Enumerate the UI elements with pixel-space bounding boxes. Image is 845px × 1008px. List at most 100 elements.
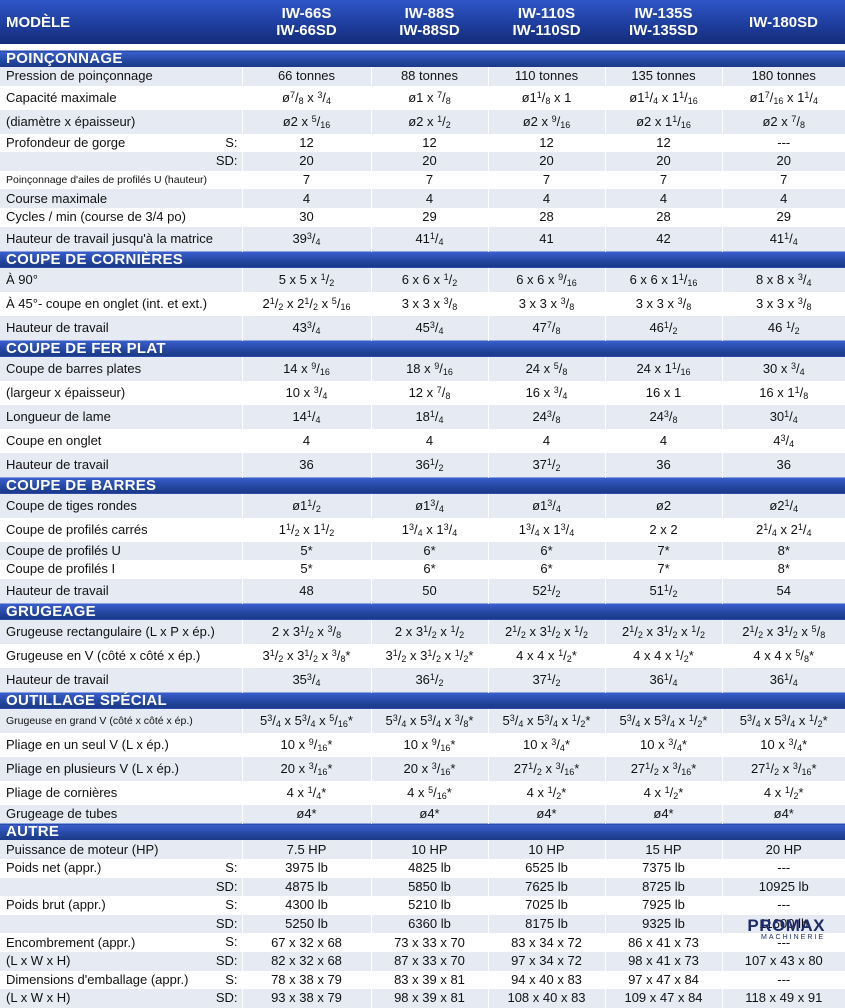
row-label: Poids net (appr.) S: <box>0 859 242 878</box>
table-row: SD: 5250 lb 6360 lb 8175 lb 9325 lb 11600 lb <box>0 914 845 934</box>
spec-value: 8* <box>721 560 845 579</box>
table-row: Pression de poinçonnage 66 tonnes 88 tonne… <box>0 67 845 86</box>
spec-value: 271/2 x 3/16* <box>487 756 605 781</box>
spec-value: 21/2 x 31/2 x 1/2 <box>487 619 605 644</box>
table-row: Coupe de barres plates 14 x 9/16 18 x 9/16… <box>0 356 845 381</box>
spec-value: 98 x 41 x 73 <box>604 951 722 971</box>
spec-value: 83 x 39 x 81 <box>370 970 488 990</box>
spec-value: 2 x 31/2 x 3/8 <box>241 619 371 644</box>
spec-value: 36 <box>604 452 722 478</box>
table-row: SD: 4875 lb 5850 lb 7625 lb 8725 lb 10925 lb <box>0 877 845 897</box>
spec-value: ø11/8 x 1 <box>487 85 605 110</box>
spec-value: 16 x 11/8 <box>721 380 845 405</box>
spec-value: ø4* <box>487 804 605 824</box>
header-row: MODÈLE IW-66S IW-66SD IW-88S IW-88SD IW-11… <box>0 0 845 44</box>
spec-value: 5* <box>241 541 371 561</box>
section-title: GRUGEAGE <box>0 602 845 620</box>
section-header: COUPE DE FER PLAT <box>0 339 845 357</box>
row-label: Hauteur de travail <box>0 667 242 693</box>
row-label-text: Grugeuse rectangulaire (L x P x ép.) <box>6 623 215 639</box>
row-label: Puissance de moteur (HP) <box>0 840 242 859</box>
spec-value: 93 x 38 x 79 <box>241 989 371 1008</box>
row-label-text: À 90° <box>6 271 38 287</box>
table-row: Coupe de profilés U 5* 6* 6* 7* 8* <box>0 541 845 561</box>
table-row: Hauteur de travail 433/4 453/4 477/8 461/2 46… <box>0 315 845 341</box>
row-label: Hauteur de travail jusqu'à la matrice <box>0 226 242 252</box>
row-label: Course maximale <box>0 189 242 208</box>
spec-value: 371/2 <box>487 452 605 478</box>
spec-value: 7* <box>604 560 722 579</box>
spec-value: 41 <box>487 226 605 252</box>
table-row: Longueur de lame 141/4 181/4 243/8 243/8 301/… <box>0 404 845 429</box>
spec-value: 83 x 34 x 72 <box>487 933 605 952</box>
row-label: SD: <box>0 152 242 171</box>
spec-value: 4 <box>370 189 488 208</box>
model-header: IW-110S IW-110SD <box>488 0 605 44</box>
row-label-text: Coupe de profilés U <box>6 542 121 558</box>
spec-value: 108 x 40 x 83 <box>487 989 605 1008</box>
spec-value: 53/4 x 53/4 x 1/2* <box>487 708 605 733</box>
spec-value: 20 <box>241 152 371 171</box>
spec-value: 10 HP <box>370 840 488 859</box>
spec-value: 98 x 39 x 81 <box>370 989 488 1008</box>
spec-value: 6525 lb <box>487 858 605 878</box>
spec-value: 28 <box>604 207 722 227</box>
spec-value: 6360 lb <box>370 914 488 934</box>
row-label: À 90° <box>0 267 242 292</box>
spec-value: 4 <box>487 189 605 208</box>
spec-value: 4825 lb <box>370 858 488 878</box>
section-title: COUPE DE FER PLAT <box>0 339 845 357</box>
row-label: Coupe de profilés U <box>0 541 242 561</box>
spec-value: 5* <box>241 560 371 579</box>
spec-value: 97 x 34 x 72 <box>487 951 605 971</box>
spec-value: --- <box>721 133 845 153</box>
spec-value: 411/4 <box>721 226 845 252</box>
spec-value: 118 x 49 x 91 <box>721 989 845 1008</box>
row-variant-label: SD: <box>215 952 238 968</box>
spec-value: 20 <box>487 152 605 171</box>
spec-value: 4 x 4 x 5/8* <box>721 643 845 668</box>
row-label-text: Hauteur de travail <box>6 456 109 472</box>
spec-value: 21/2 x 21/2 x 5/16 <box>241 291 371 316</box>
row-label: Capacité maximale <box>0 86 242 110</box>
spec-value: 135 tonnes <box>604 67 722 86</box>
spec-value: 3 x 3 x 3/8 <box>604 291 722 316</box>
spec-value: 4 <box>604 428 722 453</box>
spec-value: 7 <box>370 170 488 190</box>
table-row: Course maximale 4 4 4 4 4 <box>0 189 845 208</box>
spec-value: 4 x 1/2* <box>604 780 722 805</box>
spec-value: --- <box>721 933 845 952</box>
row-label: Grugeuse rectangulaire (L x P x ép.) <box>0 619 242 644</box>
spec-value: 4 <box>487 428 605 453</box>
spec-value: 8725 lb <box>604 877 722 897</box>
spec-value: 21/2 x 31/2 x 5/8 <box>721 619 845 644</box>
table-row: Coupe en onglet 4 4 4 4 43/4 <box>0 428 845 453</box>
row-label-text: Pliage en plusieurs V (L x ép.) <box>6 760 179 776</box>
spec-value: 73 x 33 x 70 <box>370 933 488 952</box>
table-row: Poinçonnage d'ailes de profilés U (haute… <box>0 170 845 190</box>
spec-value: 12 <box>604 133 722 153</box>
spec-value: 107 x 43 x 80 <box>721 951 845 971</box>
spec-value: ø4* <box>370 804 488 824</box>
table-row: Grugeuse en V (côté x côté x ép.) 31/2 x … <box>0 643 845 668</box>
table-row: Coupe de tiges rondes ø11/2 ø13/4 ø13/4 ø2 ø2… <box>0 493 845 518</box>
spec-value: 13/4 x 13/4 <box>487 517 605 542</box>
spec-value: ø2 x 11/16 <box>604 109 722 134</box>
row-variant-label: SD: <box>215 153 238 169</box>
spec-value: 301/4 <box>721 404 845 429</box>
table-row: Hauteur de travail 353/4 361/2 371/2 361/4 36… <box>0 667 845 693</box>
section-header: GRUGEAGE <box>0 602 845 620</box>
spec-value: 86 x 41 x 73 <box>604 933 722 952</box>
row-label-text: Grugeuse en grand V (côté x côté x ép.) <box>6 714 193 727</box>
row-label: Hauteur de travail <box>0 578 242 604</box>
row-label: Pliage de cornières <box>0 781 242 805</box>
row-label: Grugeuse en grand V (côté x côté x ép.) <box>0 708 242 733</box>
row-label-text: (L x W x H) <box>6 990 71 1006</box>
spec-value: 7375 lb <box>604 858 722 878</box>
spec-value: 9325 lb <box>604 914 722 934</box>
row-label-text: Coupe de barres plates <box>6 360 142 376</box>
row-label-text: Puissance de moteur (HP) <box>6 841 159 857</box>
spec-value: 5 x 5 x 1/2 <box>241 267 371 292</box>
table-row: Poids net (appr.) S: 3975 lb 4825 lb 6525 lb… <box>0 858 845 878</box>
